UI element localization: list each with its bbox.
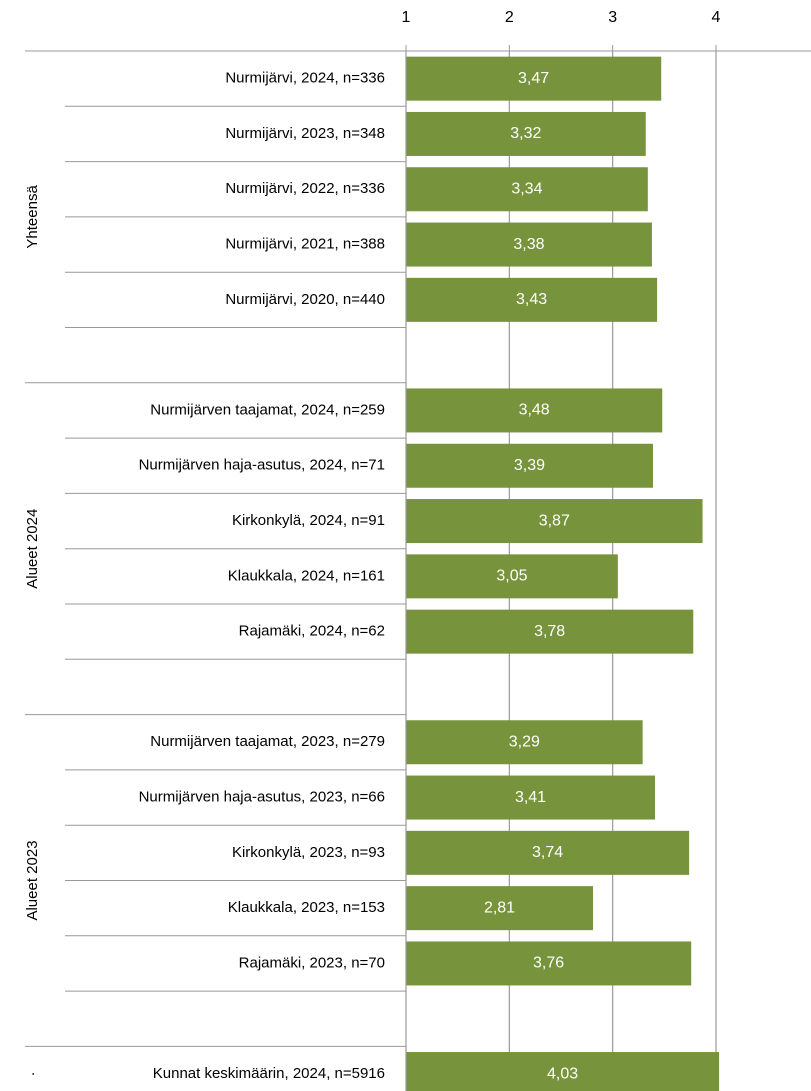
bar bbox=[406, 56, 662, 101]
bar bbox=[406, 1052, 720, 1091]
value-label: 2,81 bbox=[484, 899, 515, 916]
x-tick-label: 1 bbox=[402, 9, 411, 26]
category-label: Kunnat keskimäärin, 2024, n=5916 bbox=[153, 1065, 385, 1082]
bar bbox=[406, 167, 648, 212]
bar bbox=[406, 830, 690, 875]
bar bbox=[406, 886, 594, 931]
bar bbox=[406, 554, 618, 599]
bar bbox=[406, 499, 703, 544]
value-label: 3,38 bbox=[513, 236, 544, 253]
value-label: 3,47 bbox=[518, 70, 549, 87]
bar bbox=[406, 609, 694, 654]
value-label: 3,34 bbox=[511, 180, 542, 197]
value-label: 3,29 bbox=[509, 733, 540, 750]
group-label: Alueet 2024 bbox=[24, 509, 41, 589]
category-label: Nurmijärven haja-asutus, 2024, n=71 bbox=[139, 457, 385, 474]
value-label: 3,76 bbox=[533, 955, 564, 972]
category-label: Nurmijärvi, 2024, n=336 bbox=[225, 70, 385, 87]
bar bbox=[406, 443, 653, 488]
value-label: 3,74 bbox=[532, 844, 563, 861]
value-label: 3,78 bbox=[534, 623, 565, 640]
value-label: 3,41 bbox=[515, 789, 546, 806]
bar bbox=[406, 388, 663, 433]
bar bbox=[406, 111, 646, 156]
category-label: Nurmijärven taajamat, 2024, n=259 bbox=[150, 401, 385, 418]
value-label: 3,43 bbox=[516, 291, 547, 308]
value-label: 3,05 bbox=[496, 568, 527, 585]
value-label: 3,39 bbox=[514, 457, 545, 474]
category-label: Nurmijärvi, 2021, n=388 bbox=[225, 236, 385, 253]
bar bbox=[406, 941, 692, 986]
group-label: Alueet 2023 bbox=[24, 840, 41, 920]
category-label: Nurmijärven taajamat, 2023, n=279 bbox=[150, 733, 385, 750]
value-label: 4,03 bbox=[547, 1065, 578, 1082]
category-label: Kirkonkylä, 2024, n=91 bbox=[232, 512, 385, 529]
category-label: Kirkonkylä, 2023, n=93 bbox=[232, 844, 385, 861]
category-label: Nurmijärvi, 2023, n=348 bbox=[225, 125, 385, 142]
group-label: Yhteensä bbox=[24, 185, 41, 249]
category-label: Nurmijärvi, 2022, n=336 bbox=[225, 180, 385, 197]
category-label: Klaukkala, 2024, n=161 bbox=[228, 567, 385, 584]
category-label: Klaukkala, 2023, n=153 bbox=[228, 899, 385, 916]
value-label: 3,32 bbox=[510, 125, 541, 142]
bar bbox=[406, 277, 658, 322]
bar bbox=[406, 720, 643, 765]
category-label: Rajamäki, 2024, n=62 bbox=[239, 623, 385, 640]
value-label: 3,48 bbox=[519, 402, 550, 419]
x-tick-label: 4 bbox=[712, 9, 721, 26]
x-tick-label: 2 bbox=[505, 9, 514, 26]
group-label: · bbox=[24, 1072, 41, 1077]
category-label: Rajamäki, 2023, n=70 bbox=[239, 954, 385, 971]
bar bbox=[406, 222, 652, 267]
value-label: 3,87 bbox=[539, 512, 570, 529]
category-label: Nurmijärven haja-asutus, 2023, n=66 bbox=[139, 789, 385, 806]
x-tick-label: 3 bbox=[608, 9, 617, 26]
bar bbox=[406, 775, 656, 820]
category-label: Nurmijärvi, 2020, n=440 bbox=[225, 291, 385, 308]
